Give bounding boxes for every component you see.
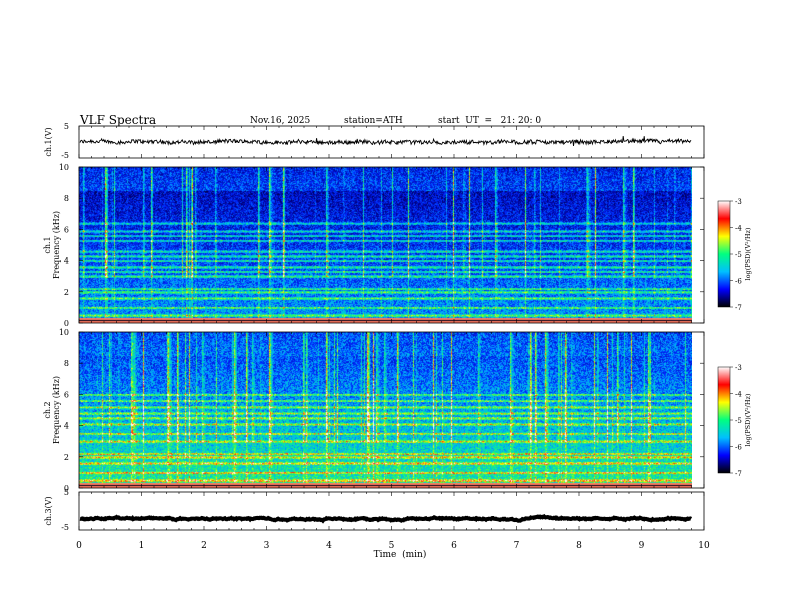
y-axis-channel-label: ch.2	[43, 401, 52, 418]
y-tick-label: 8	[64, 194, 69, 203]
colorbar-label: log(PSD)(V²/Hz)	[744, 227, 752, 280]
colorbar-tick-label: -6	[735, 278, 742, 286]
y-tick-label: 8	[64, 359, 69, 368]
y-tick-label: 5	[64, 488, 69, 497]
figure-title: VLF Spectra	[79, 113, 156, 127]
y-tick-label: 6	[64, 225, 69, 234]
colorbar-tick-label: -5	[735, 251, 742, 259]
ch2-colorbar: -3 -4 -5 -6 -7 log(PSD)(V²/Hz)	[717, 364, 752, 478]
y-tick-label: -5	[61, 523, 69, 532]
station-label: station=ATH	[344, 116, 403, 126]
x-tick-label: 10	[698, 541, 710, 551]
y-tick-label: 5	[64, 122, 69, 131]
colorbar-tick-label: -4	[735, 391, 742, 399]
y-tick-label: 4	[64, 422, 69, 431]
ch1-colorbar: -3 -4 -5 -6 -7 log(PSD)(V²/Hz)	[717, 198, 752, 312]
x-tick-label: 9	[639, 541, 645, 551]
y-tick-label: 10	[59, 163, 69, 172]
x-tick-label: 3	[264, 541, 270, 551]
ch1-spectrogram-panel: 10 8 6 4 2 0 ch.1 Frequency (kHz)	[43, 163, 705, 328]
y-tick-label: 4	[64, 257, 69, 266]
colorbar-tick-label: -4	[735, 225, 742, 233]
colorbar-tick-label: -3	[735, 198, 742, 206]
colorbar-tick-label: -7	[735, 304, 742, 312]
ch2-spectrogram-heatmap	[79, 332, 692, 488]
y-tick-label: 2	[64, 288, 69, 297]
y-tick-label: 2	[64, 453, 69, 462]
y-axis-label: Frequency (kHz)	[52, 211, 61, 279]
date-label: Nov.16, 2025	[250, 116, 311, 126]
y-axis-label: ch.3(V)	[44, 496, 53, 525]
ch1-waveform-panel: 5 -5 ch.1(V)	[44, 122, 705, 160]
x-tick-label: 6	[451, 541, 457, 551]
y-axis-label: Frequency (kHz)	[52, 376, 61, 444]
x-tick-label: 2	[201, 541, 207, 551]
x-axis-label: Time (min)	[374, 549, 427, 560]
ch2-spectrogram-panel: 10 8 6 4 2 0 ch.2 Frequency (kHz)	[43, 328, 705, 493]
colorbar-gradient	[717, 366, 731, 474]
ch1-spectrogram-heatmap	[79, 167, 692, 323]
colorbar-tick-label: -3	[735, 364, 742, 372]
x-tick-label: 4	[326, 541, 332, 551]
ch1-waveform-trace	[79, 135, 692, 147]
y-tick-label: 6	[64, 390, 69, 399]
x-tick-label: 7	[514, 541, 520, 551]
colorbar-label: log(PSD)(V²/Hz)	[744, 393, 752, 446]
y-tick-label: 10	[59, 328, 69, 337]
colorbar-tick-label: -7	[735, 470, 742, 478]
time-axis: 0 1 2 3 4 5 6 7 8 9 10	[76, 541, 710, 551]
start-ut-label: start UT = 21: 20: 0	[438, 116, 541, 126]
colorbar-tick-label: -6	[735, 444, 742, 452]
x-tick-label: 0	[76, 541, 82, 551]
colorbar-tick-label: -5	[735, 417, 742, 425]
x-tick-label: 5	[389, 541, 395, 551]
y-tick-label: 0	[64, 484, 69, 493]
ch3-waveform-panel: 5 -5 ch.3(V)	[44, 488, 705, 532]
y-axis-channel-label: ch.1	[43, 236, 52, 253]
x-tick-label: 1	[139, 541, 145, 551]
panel-frame	[78, 491, 705, 531]
y-tick-label: 0	[64, 319, 69, 328]
y-tick-label: -5	[61, 151, 69, 160]
colorbar-gradient	[717, 200, 731, 308]
x-tick-label: 8	[576, 541, 582, 551]
ch3-waveform-trace	[79, 513, 693, 524]
y-axis-label: ch.1(V)	[44, 127, 53, 156]
